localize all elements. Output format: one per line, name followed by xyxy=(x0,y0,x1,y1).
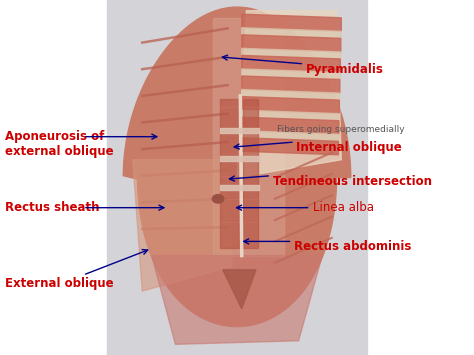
Text: Aponeurosis of
external oblique: Aponeurosis of external oblique xyxy=(5,130,113,158)
Text: Fibers going superomedially: Fibers going superomedially xyxy=(277,125,405,134)
Polygon shape xyxy=(223,270,256,309)
Text: Internal oblique: Internal oblique xyxy=(296,141,402,154)
Polygon shape xyxy=(242,131,339,141)
Polygon shape xyxy=(220,99,239,248)
Polygon shape xyxy=(242,117,339,134)
Polygon shape xyxy=(242,76,340,93)
Polygon shape xyxy=(123,7,351,327)
Polygon shape xyxy=(242,110,339,121)
Polygon shape xyxy=(133,160,232,291)
Circle shape xyxy=(212,195,224,203)
Polygon shape xyxy=(242,89,340,100)
Polygon shape xyxy=(237,11,341,178)
Polygon shape xyxy=(242,14,341,31)
Text: External oblique: External oblique xyxy=(5,278,113,290)
Polygon shape xyxy=(242,55,340,72)
Polygon shape xyxy=(242,138,338,155)
Text: Tendineous intersection: Tendineous intersection xyxy=(273,175,431,187)
Text: Rectus sheath: Rectus sheath xyxy=(5,201,99,214)
Polygon shape xyxy=(213,18,284,256)
Polygon shape xyxy=(242,28,341,38)
Text: Pyramidalis: Pyramidalis xyxy=(306,63,383,76)
Text: Rectus abdominis: Rectus abdominis xyxy=(294,240,411,253)
Polygon shape xyxy=(107,0,367,355)
Polygon shape xyxy=(243,99,258,248)
Polygon shape xyxy=(242,69,340,80)
Polygon shape xyxy=(242,97,339,114)
Polygon shape xyxy=(242,48,341,59)
Text: Linea alba: Linea alba xyxy=(313,201,374,214)
Polygon shape xyxy=(242,35,341,52)
Polygon shape xyxy=(152,256,322,344)
